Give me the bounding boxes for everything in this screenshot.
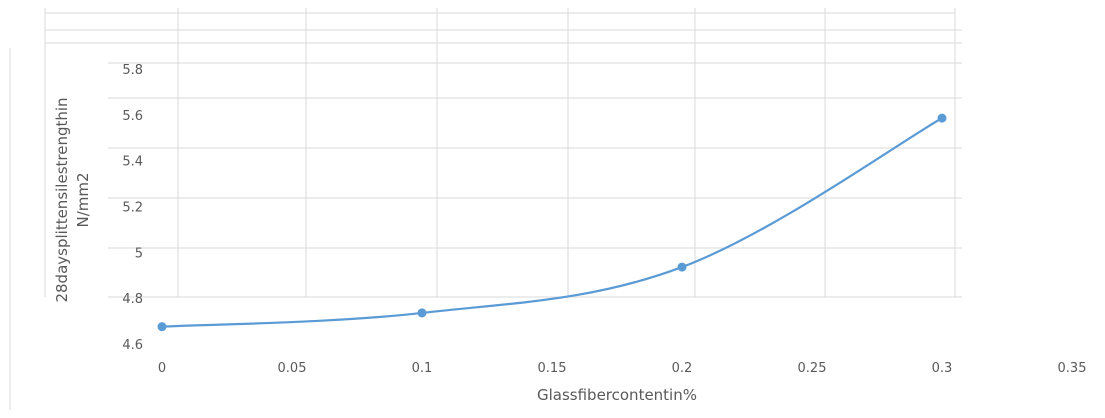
y-axis-title-line-2: N/mm2 <box>74 172 92 227</box>
y-tick-label: 5.6 <box>122 109 143 124</box>
x-tick-label: 0.1 <box>412 361 433 376</box>
x-tick-label: 0.25 <box>798 361 827 376</box>
data-point-marker <box>937 113 947 123</box>
x-tick-label: 0.3 <box>932 361 953 376</box>
y-tick-label: 5 <box>135 246 143 261</box>
x-axis-ticks: 0 0.05 0.1 0.15 0.2 0.25 0.3 0.35 <box>158 361 1087 376</box>
y-tick-label: 4.6 <box>122 338 143 353</box>
x-tick-label: 0.15 <box>538 361 567 376</box>
y-tick-label: 5.4 <box>122 155 143 170</box>
y-tick-label: 5.2 <box>122 201 143 216</box>
series-line <box>161 117 943 328</box>
y-tick-label: 5.8 <box>122 63 143 78</box>
x-axis-title: Glassfibercontentin% <box>537 386 697 404</box>
data-point-marker <box>157 322 167 332</box>
y-axis-ticks: 4.6 4.8 5 5.2 5.4 5.6 5.8 <box>122 63 143 353</box>
x-tick-label: 0 <box>158 361 166 376</box>
x-tick-label: 0.05 <box>278 361 307 376</box>
x-tick-label: 0.35 <box>1058 361 1087 376</box>
y-tick-label: 4.8 <box>122 292 143 307</box>
x-tick-label: 0.2 <box>672 361 693 376</box>
gridlines <box>9 8 962 410</box>
data-point-marker <box>417 308 427 318</box>
data-point-marker <box>677 262 687 272</box>
series-layer <box>157 113 947 332</box>
y-axis-title-line-1: 28daysplittensilestrengthin <box>53 97 71 302</box>
